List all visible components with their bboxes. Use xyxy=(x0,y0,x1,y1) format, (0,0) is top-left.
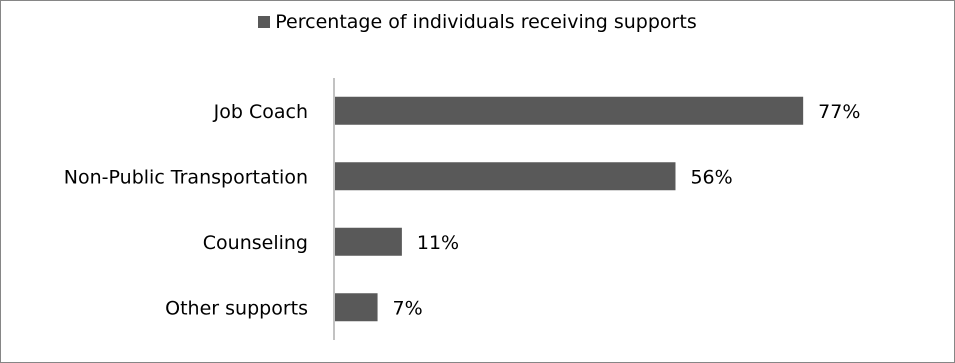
category-label: Job Coach xyxy=(213,101,308,123)
legend-label: Percentage of individuals receiving supp… xyxy=(275,11,697,33)
category-label: Non-Public Transportation xyxy=(64,166,308,188)
category-label: Counseling xyxy=(203,232,308,254)
legend-swatch xyxy=(258,16,271,28)
value-label: 7% xyxy=(393,297,423,319)
value-label: 77% xyxy=(818,101,860,123)
value-label: 11% xyxy=(417,232,459,254)
bar-non-public-transportation xyxy=(335,162,676,191)
category-label: Other supports xyxy=(165,297,308,319)
bar-counseling xyxy=(335,227,402,256)
bars-layer: Job Coach 77% Non-Public Transportation 56%… xyxy=(64,96,860,322)
bar-other-supports xyxy=(335,293,378,322)
value-label: 56% xyxy=(690,166,732,188)
legend: Percentage of individuals receiving supp… xyxy=(0,11,955,33)
bar-job-coach xyxy=(335,96,804,125)
